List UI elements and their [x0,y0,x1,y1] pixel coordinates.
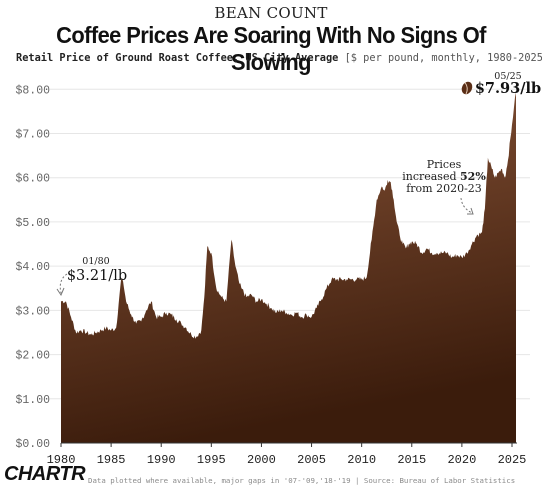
subtitle-main: Retail Price of Ground Roast Coffee, US … [16,52,339,64]
x-tick-label: 2025 [498,453,527,467]
x-tick-label: 2010 [347,453,376,467]
x-tick-label: 2015 [397,453,426,467]
x-axis-ticks: 1980 1985 1990 1995 2000 2005 2010 2015 2020 2025 [47,443,527,467]
increase-pct: 52% [460,170,486,183]
y-axis-ticks: $0.00 $1.00 $2.00 $3.00 $4.00 $5.00 $6.00 $7.00… [15,84,50,451]
y-tick-label: $1.00 [15,394,50,407]
increase-annotation: Prices increased 52% from 2020-23 [402,158,486,215]
y-tick-label: $5.00 [15,217,50,230]
x-tick-label: 1995 [197,453,226,467]
chartr-logo: CHARTR [4,463,86,485]
increase-line1: Prices [427,158,462,171]
increase-arrowhead [467,207,474,215]
chart-kicker: BEAN COUNT [214,4,328,22]
price-area [61,92,516,444]
x-tick-label: 2020 [447,453,476,467]
increase-line2: increased 52% [402,170,486,183]
start-value-label: $3.21/lb [67,268,127,284]
increase-arrow [460,197,473,214]
y-tick-label: $7.00 [15,128,50,141]
end-annotation: 05/25 $7.93/lb [461,71,541,97]
x-tick-label: 1990 [147,453,176,467]
x-tick-label: 1980 [47,453,76,467]
source-footnote: Data plotted where available, major gaps… [88,476,516,485]
end-date-label: 05/25 [494,71,521,82]
y-tick-label: $6.00 [15,173,50,186]
x-tick-label: 2005 [297,453,326,467]
start-arrow [59,273,68,294]
increase-line2-prefix: increased [402,170,460,183]
y-tick-label: $3.00 [15,305,50,318]
x-tick-label: 2000 [247,453,276,467]
subtitle-unit: [$ per pound, monthly, 1980-2025] [344,52,542,64]
chart-title: Coffee Prices Are Soaring With No Signs … [56,22,486,75]
y-tick-label: $8.00 [15,84,50,97]
y-tick-label: $4.00 [15,261,50,274]
coffee-bean-icon [461,81,473,95]
increase-line3: from 2020-23 [406,182,482,195]
y-tick-label: $0.00 [15,438,50,451]
chart-subtitle: Retail Price of Ground Roast Coffee, US … [16,52,542,64]
start-arrowhead [56,287,65,297]
x-tick-label: 1985 [97,453,126,467]
end-value-label: $7.93/lb [475,80,541,97]
start-annotation: 01/80 $3.21/lb [56,256,127,297]
y-tick-label: $2.00 [15,350,50,363]
start-date-label: 01/80 [82,256,109,267]
